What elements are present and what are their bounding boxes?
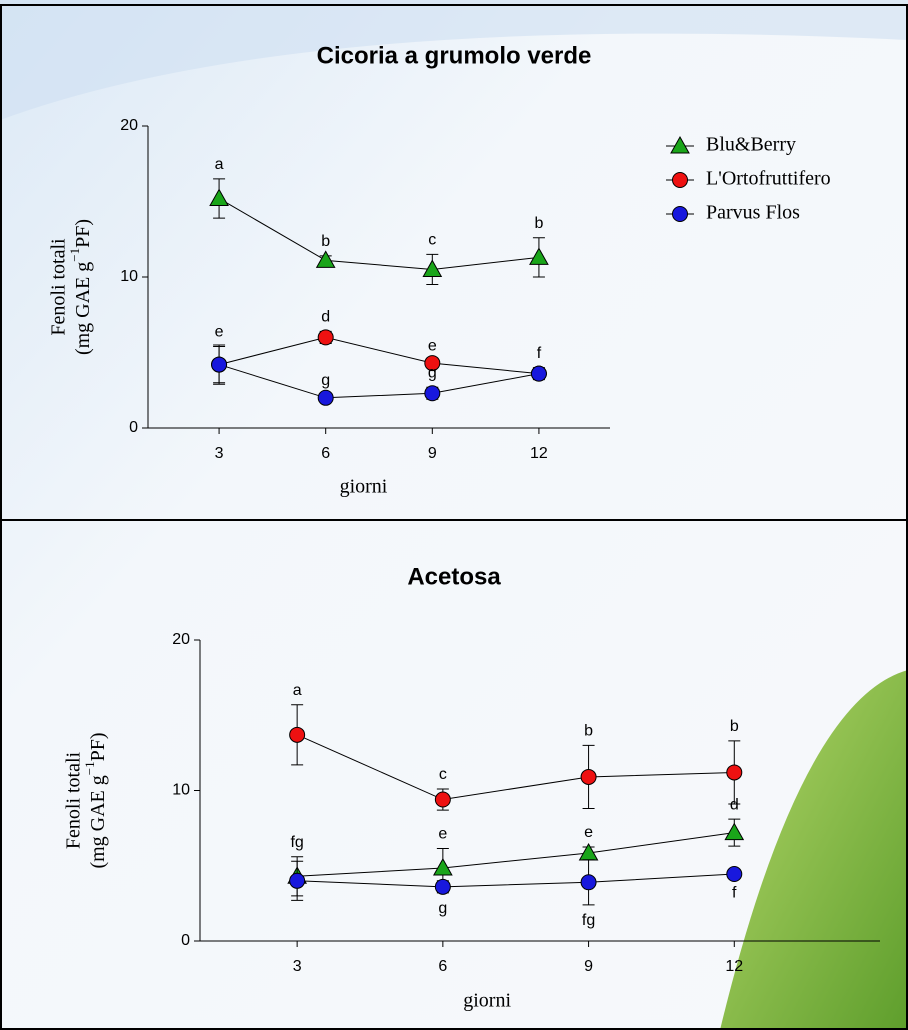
y-axis-unit-part: (mg GAE g [72,262,94,355]
legend-label: Blu&Berry [706,134,796,156]
x-tick-label: 9 [584,958,593,975]
marker [435,879,450,894]
page: Cicoria a grumolo verde 0 10 20 3 6 9 12 giorni F… [0,0,908,1030]
significance-letter: g [438,900,447,917]
y-axis-label: Fenoli totali [63,751,85,849]
marker [673,207,688,222]
significance-letter: b [730,718,739,735]
significance-letter: g [321,372,330,389]
x-tick-label: 12 [725,958,743,975]
significance-letter: fg [582,912,595,929]
y-axis-unit-part: −1 [82,761,97,775]
x-tick-label: 9 [428,445,437,462]
significance-letter: b [584,723,593,740]
x-tick-label: 6 [438,958,447,975]
y-tick-label: 10 [172,782,190,799]
y-axis-unit: (mg GAE g−1PF) [82,732,108,868]
significance-letter: a [293,682,302,699]
chart-title: Cicoria a grumolo verde [317,42,592,69]
x-tick-label: 3 [293,958,302,975]
significance-letter: b [321,233,330,250]
y-tick-label: 20 [172,631,190,648]
marker [318,330,333,345]
y-axis-unit-part: PF) [87,732,109,761]
marker [727,867,742,882]
significance-letter: e [215,324,224,341]
x-tick-label: 12 [530,445,548,462]
y-axis-unit-part: PF) [72,219,94,248]
x-tick-label: 3 [215,445,224,462]
y-axis-unit: (mg GAE g−1PF) [67,219,93,355]
marker [435,792,450,807]
marker [212,357,227,372]
x-axis-label: giorni [340,476,388,498]
marker [290,873,305,888]
significance-letter: g [428,364,437,381]
legend-label: Parvus Flos [706,202,800,224]
marker [727,765,742,780]
chart-title: Acetosa [407,563,501,590]
significance-letter: d [321,309,330,326]
significance-letter: a [215,156,224,173]
legend-label: L'Ortofruttifero [706,168,831,190]
x-tick-label: 6 [321,445,330,462]
y-axis-unit-part: (mg GAE g [87,775,109,868]
y-tick-label: 10 [120,268,138,285]
y-tick-label: 0 [129,419,138,436]
marker [581,769,596,784]
significance-letter: e [428,337,437,354]
significance-letter: f [537,345,542,362]
significance-letter: f [732,884,737,901]
significance-letter: e [584,824,593,841]
marker [290,727,305,742]
significance-letter: b [534,215,543,232]
y-axis-label: Fenoli totali [48,238,70,336]
marker [581,875,596,890]
significance-letter: fg [290,834,303,851]
y-tick-label: 20 [120,117,138,134]
marker [318,390,333,405]
x-axis-label: giorni [463,990,511,1012]
y-tick-label: 0 [181,932,190,949]
marker [425,386,440,401]
marker [673,173,688,188]
significance-letter: c [439,766,447,783]
significance-letter: e [438,826,447,843]
significance-letter: c [428,232,436,249]
y-axis-unit-part: −1 [67,248,82,262]
marker [531,366,546,381]
